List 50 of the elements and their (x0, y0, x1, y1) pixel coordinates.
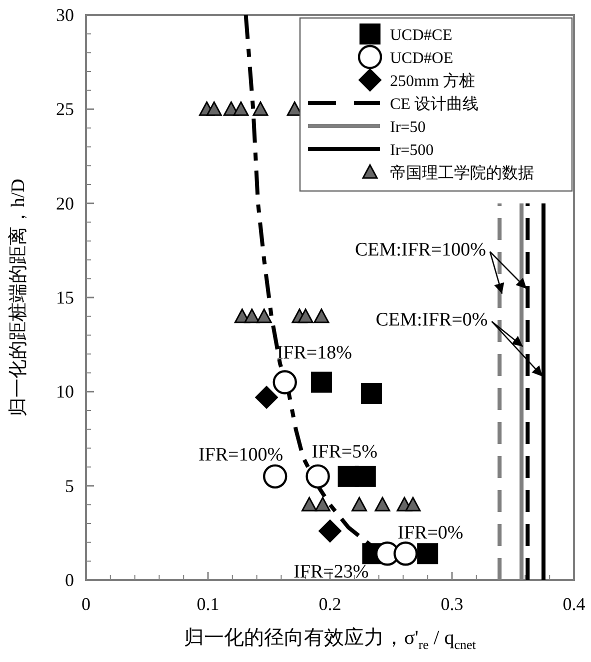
y-tick-label: 10 (56, 382, 74, 402)
legend-label: UCD#CE (390, 27, 452, 44)
legend-label: Ir=500 (390, 142, 434, 159)
point (233, 101, 249, 116)
point (310, 372, 332, 393)
point (360, 383, 382, 404)
point (314, 496, 330, 512)
point (352, 496, 368, 512)
annotation: IFR=18% (276, 342, 352, 364)
point (314, 308, 330, 324)
annotation: CEM:IFR=0% (376, 309, 488, 330)
y-tick-label: 20 (56, 193, 74, 214)
point (255, 386, 278, 409)
point (256, 308, 272, 324)
annotation: IFR=5% (312, 441, 378, 462)
point (272, 370, 297, 394)
y-tick-label: 5 (65, 476, 74, 496)
annotation: IFR=100% (198, 444, 284, 466)
legend-label: 帝国理工学院的数据 (390, 164, 534, 182)
point (206, 101, 222, 116)
annotation: CEM:IFR=100% (354, 240, 486, 261)
y-axis-title: 归一化的距桩端的距离，h/D (7, 178, 29, 416)
point (394, 542, 418, 566)
point (374, 496, 390, 512)
x-tick-label: 0 (82, 594, 90, 614)
point (417, 543, 438, 564)
point (252, 101, 268, 116)
y-tick-label: 15 (56, 288, 74, 308)
legend-label: 250mm 方桩 (390, 72, 475, 90)
point (318, 520, 342, 543)
point (405, 496, 421, 512)
legend-label: UCD#OE (390, 50, 454, 67)
x-tick-label: 0.4 (562, 594, 586, 614)
point (306, 464, 330, 489)
x-tick-label: 0.3 (440, 594, 464, 614)
point (244, 308, 260, 324)
y-tick-label: 30 (56, 5, 74, 25)
x-axis-title: 归一化的径向有效应力，σ'$_{re}$ / q$_{cnet}$ (184, 627, 476, 652)
x-tick-label: 0.2 (318, 594, 342, 614)
point (302, 496, 318, 512)
x-tick-label: 0.1 (196, 594, 220, 614)
legend-label: Ir=50 (390, 119, 426, 136)
legend-label: CE 设计曲线 (390, 95, 478, 113)
point (354, 466, 376, 487)
point (263, 464, 288, 489)
annotation: IFR=23% (294, 562, 369, 583)
y-tick-label: 25 (56, 99, 74, 120)
point (298, 308, 314, 324)
y-tick-label: 0 (65, 570, 74, 590)
annotation: IFR=0% (398, 522, 464, 544)
